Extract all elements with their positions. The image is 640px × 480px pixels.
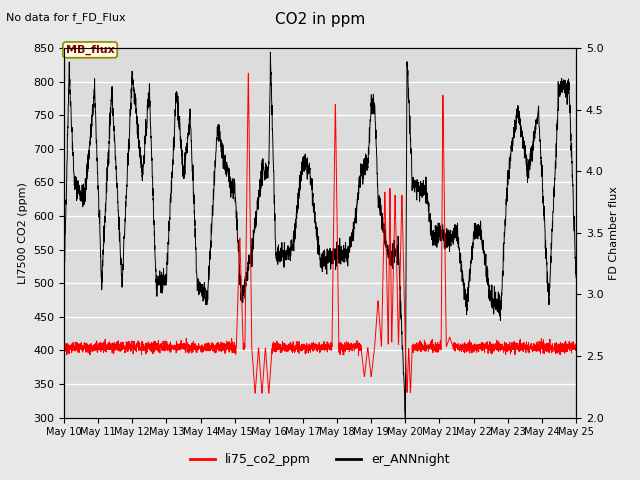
Text: CO2 in ppm: CO2 in ppm bbox=[275, 12, 365, 27]
Text: MB_flux: MB_flux bbox=[66, 45, 115, 55]
Text: No data for f_FD_Flux: No data for f_FD_Flux bbox=[6, 12, 126, 23]
Legend: li75_co2_ppm, er_ANNnight: li75_co2_ppm, er_ANNnight bbox=[186, 448, 454, 471]
Y-axis label: FD Chamber flux: FD Chamber flux bbox=[609, 186, 619, 280]
Y-axis label: LI7500 CO2 (ppm): LI7500 CO2 (ppm) bbox=[17, 182, 28, 284]
